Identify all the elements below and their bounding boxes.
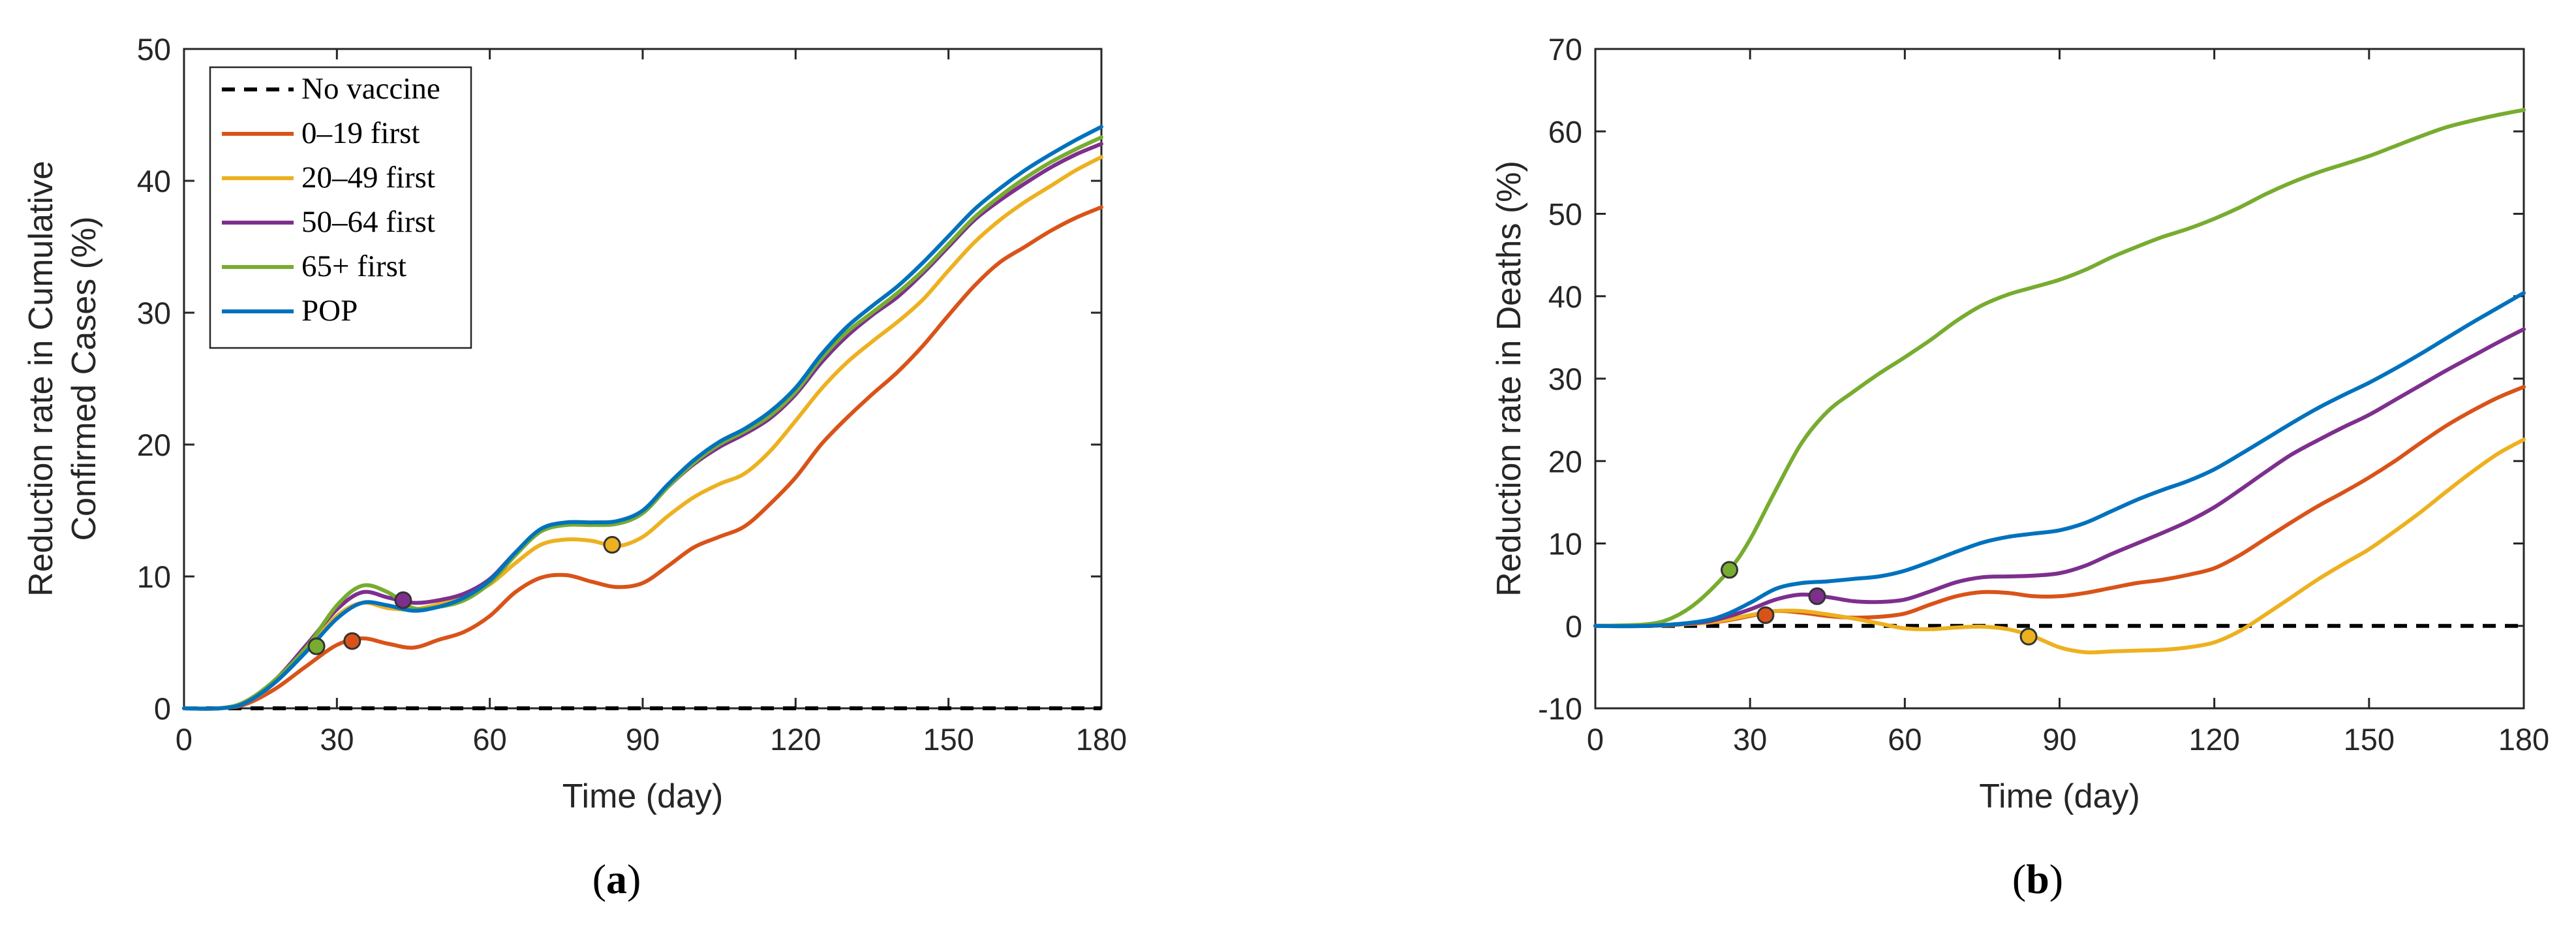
y-tick-label: 30	[137, 296, 171, 330]
panel-label-letter: b	[2026, 856, 2049, 902]
y-axis-label: Reduction rate in Cumulative Confirmed Ca…	[22, 161, 103, 597]
series-line-pop	[1593, 291, 2526, 629]
x-tick-label: 60	[1888, 722, 1922, 757]
marker-point	[2019, 627, 2038, 646]
y-axis-label-line: Confirmed Cases (%)	[65, 216, 103, 541]
legend-entry: No vaccine	[301, 72, 440, 106]
x-tick-label: 30	[1733, 722, 1767, 757]
y-tick-label: 20	[1548, 444, 1582, 479]
x-tick-label: 180	[2498, 722, 2549, 757]
y-tick-label: 40	[1548, 279, 1582, 314]
legend-entry: 65+ first	[301, 249, 406, 283]
chart-panel-a: 0 30 60 90 120 150 180 0 10 20 30 40 50 Time (day) Red…	[22, 32, 1127, 902]
legend: No vaccine 0–19 first 20–49 first 50–64 fir…	[209, 66, 472, 349]
x-tick-label: 120	[2188, 722, 2239, 757]
y-axis-label-line: Reduction rate in Cumulative	[22, 161, 60, 597]
y-tick-label: 50	[137, 32, 171, 67]
y-tick-label: 40	[137, 164, 171, 198]
y-tick-label: 10	[1548, 527, 1582, 561]
marker-point	[343, 632, 361, 650]
series-line-20-49-first	[1593, 437, 2526, 655]
marker-point	[307, 637, 326, 655]
x-tick-label: 60	[473, 722, 507, 757]
x-tick-label: 30	[320, 722, 354, 757]
y-tick-label: 60	[1548, 114, 1582, 149]
marker-point	[1756, 606, 1775, 624]
panel-label-close: )	[627, 856, 641, 902]
panel-label-open: (	[592, 856, 606, 902]
y-tick-label: 50	[1548, 197, 1582, 232]
x-tick-label: 150	[923, 722, 974, 757]
legend-entry: POP	[301, 294, 358, 328]
x-tick-label: 150	[2344, 722, 2395, 757]
legend-entry: 0–19 first	[301, 116, 420, 150]
x-axis-label: Time (day)	[1979, 778, 2140, 815]
marker-point	[394, 591, 412, 609]
x-tick-label: 0	[1587, 722, 1604, 757]
x-tick-label: 90	[2042, 722, 2076, 757]
y-tick-label: 0	[1565, 609, 1582, 644]
x-tick-label: 120	[770, 722, 821, 757]
panel-label-close: )	[2049, 856, 2063, 902]
x-tick-label: 90	[626, 722, 660, 757]
y-tick-label: -10	[1538, 691, 1582, 726]
series-line-0-19-first	[1593, 385, 2526, 629]
series-line-pop	[182, 125, 1103, 711]
y-tick-label: 30	[1548, 362, 1582, 396]
x-axis-label: Time (day)	[562, 778, 724, 815]
legend-entry: 20–49 first	[301, 161, 435, 195]
series-line-65-first	[1593, 108, 2526, 628]
panel-label: (a)	[592, 856, 641, 902]
y-tick-label: 20	[137, 428, 171, 462]
marker-point	[1808, 587, 1826, 605]
legend-box	[209, 66, 472, 349]
y-axis-label: Reduction rate in Deaths (%)	[1490, 161, 1528, 597]
x-tick-label: 180	[1076, 722, 1127, 757]
x-tick-label: 0	[176, 722, 192, 757]
series-line-0-19-first	[182, 205, 1103, 711]
y-tick-label: 10	[137, 559, 171, 594]
panel-label-letter: a	[606, 856, 627, 902]
y-tick-label: 70	[1548, 32, 1582, 67]
marker-point	[1721, 561, 1739, 579]
y-tick-label: 0	[154, 691, 171, 726]
series-line-50-64-first	[1593, 327, 2526, 629]
panel-label-open: (	[2012, 856, 2026, 902]
panel-label: (b)	[2012, 856, 2063, 902]
legend-entry: 50–64 first	[301, 205, 435, 239]
marker-point	[603, 536, 621, 554]
